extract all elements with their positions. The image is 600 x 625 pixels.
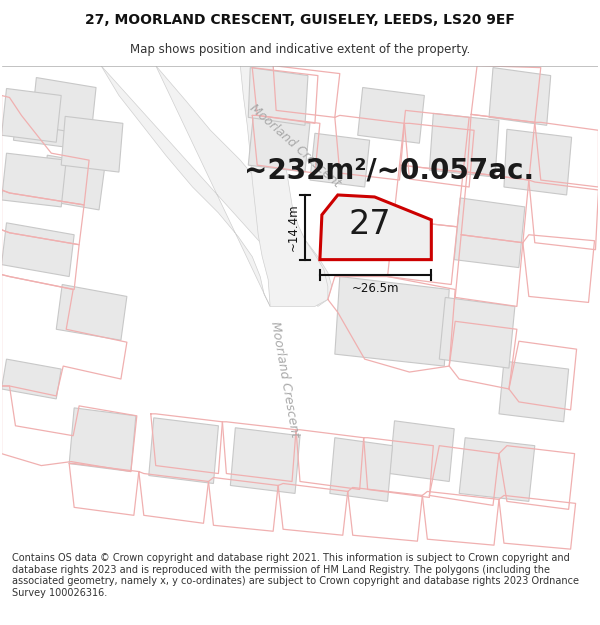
Polygon shape — [2, 359, 61, 399]
Text: 27, MOORLAND CRESCENT, GUISELEY, LEEDS, LS20 9EF: 27, MOORLAND CRESCENT, GUISELEY, LEEDS, … — [85, 12, 515, 27]
Polygon shape — [2, 223, 74, 276]
Text: ~232m²/~0.057ac.: ~232m²/~0.057ac. — [244, 156, 535, 184]
Polygon shape — [230, 428, 300, 493]
Polygon shape — [330, 438, 392, 501]
Text: Contains OS data © Crown copyright and database right 2021. This information is : Contains OS data © Crown copyright and d… — [12, 553, 579, 598]
Polygon shape — [430, 113, 499, 177]
Polygon shape — [389, 421, 454, 481]
Polygon shape — [2, 89, 61, 142]
Polygon shape — [335, 276, 449, 366]
Polygon shape — [2, 153, 66, 207]
Polygon shape — [61, 116, 123, 172]
Polygon shape — [459, 438, 535, 501]
Polygon shape — [31, 78, 96, 135]
Polygon shape — [149, 418, 218, 484]
Text: 27: 27 — [348, 208, 391, 241]
Polygon shape — [439, 298, 515, 368]
Polygon shape — [454, 198, 525, 268]
Polygon shape — [101, 66, 332, 306]
Polygon shape — [69, 408, 136, 471]
Text: Map shows position and indicative extent of the property.: Map shows position and indicative extent… — [130, 42, 470, 56]
Polygon shape — [310, 133, 370, 187]
Polygon shape — [499, 361, 569, 422]
Polygon shape — [248, 116, 310, 172]
Polygon shape — [489, 68, 551, 126]
Text: Moorland Crescent: Moorland Crescent — [247, 101, 343, 189]
Text: Moorland Crescent: Moorland Crescent — [268, 320, 302, 438]
Polygon shape — [13, 101, 71, 148]
Polygon shape — [504, 129, 572, 195]
Polygon shape — [320, 195, 431, 259]
Polygon shape — [241, 66, 328, 306]
Text: ~14.4m: ~14.4m — [287, 204, 299, 251]
Text: ~26.5m: ~26.5m — [352, 282, 400, 295]
Polygon shape — [248, 68, 308, 126]
Polygon shape — [41, 155, 105, 210]
Polygon shape — [2, 66, 598, 553]
Polygon shape — [56, 284, 127, 340]
Polygon shape — [358, 88, 424, 143]
